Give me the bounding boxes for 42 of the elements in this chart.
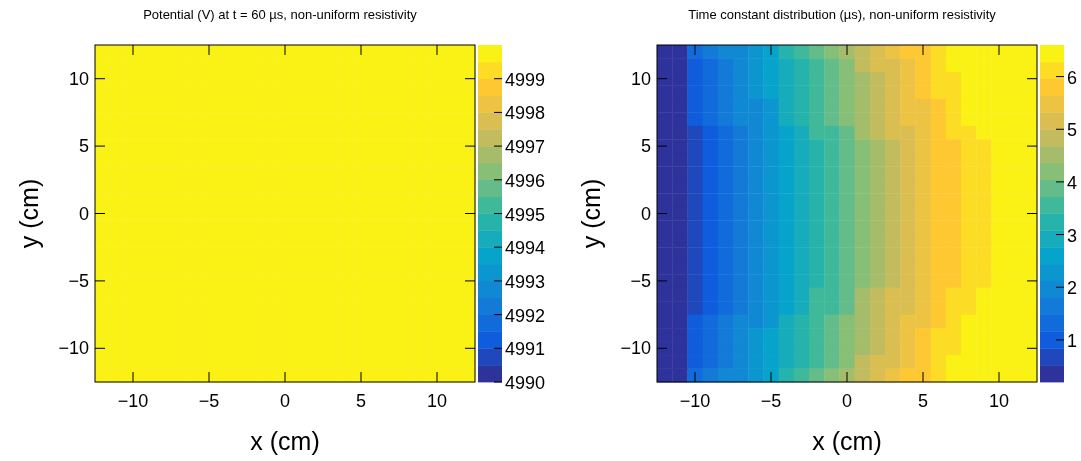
chart-title: Time constant distribution (µs), non-uniform resistivity [688, 7, 997, 22]
x-tick-label: −10 [679, 391, 711, 411]
color-bar-label: 2 [1067, 278, 1078, 299]
color-bar-label: 1 [1067, 330, 1078, 351]
x-tick-label: 5 [917, 391, 929, 411]
y-tick-label: 5 [640, 136, 651, 157]
color-bar-label: 4996 [505, 170, 546, 191]
y-tick-label: −5 [68, 270, 89, 291]
color-bar-label: 4999 [505, 69, 546, 90]
y-tick-label: 0 [78, 203, 89, 224]
x-tick-label: −5 [760, 391, 782, 411]
y-tick-label: −10 [58, 338, 89, 359]
x-tick-label: 10 [988, 391, 1010, 411]
x-axis-title: x (cm) [812, 427, 882, 455]
color-bar-label: 6 [1067, 67, 1078, 88]
color-bar-label: 4992 [505, 305, 546, 326]
chart-title: Potential (V) at t = 60 µs, non-uniform resistivity [143, 7, 418, 22]
color-bar-label: 5 [1067, 120, 1078, 141]
x-tick-label: 10 [426, 391, 448, 411]
x-tick-label: −5 [198, 391, 220, 411]
y-tick-label: −10 [620, 338, 651, 359]
x-tick-label: 5 [355, 391, 367, 411]
y-tick-label: −5 [630, 270, 651, 291]
color-bar-label: 4993 [505, 271, 546, 292]
y-tick-label: 0 [640, 203, 651, 224]
color-bar-label: 4990 [505, 373, 546, 393]
color-bar-label: 4997 [505, 137, 546, 158]
y-tick-label: 10 [630, 68, 651, 89]
y-tick-label: 5 [78, 136, 89, 157]
color-bar-label: 3 [1067, 225, 1078, 246]
color-bar-label: 4998 [505, 103, 546, 124]
color-bar-label: 4991 [505, 339, 546, 360]
x-tick-label: −10 [117, 391, 149, 411]
y-axis-title: y (cm) [15, 178, 43, 249]
x-axis-title: x (cm) [250, 427, 320, 455]
color-bar-label: 4995 [505, 204, 546, 225]
x-tick-label: 0 [841, 391, 853, 411]
y-axis-title: y (cm) [577, 178, 605, 249]
color-bar-label: 4994 [505, 238, 546, 259]
x-tick-label: 0 [279, 391, 291, 411]
y-tick-label: 10 [68, 68, 89, 89]
color-bar-label: 4 [1067, 172, 1078, 193]
